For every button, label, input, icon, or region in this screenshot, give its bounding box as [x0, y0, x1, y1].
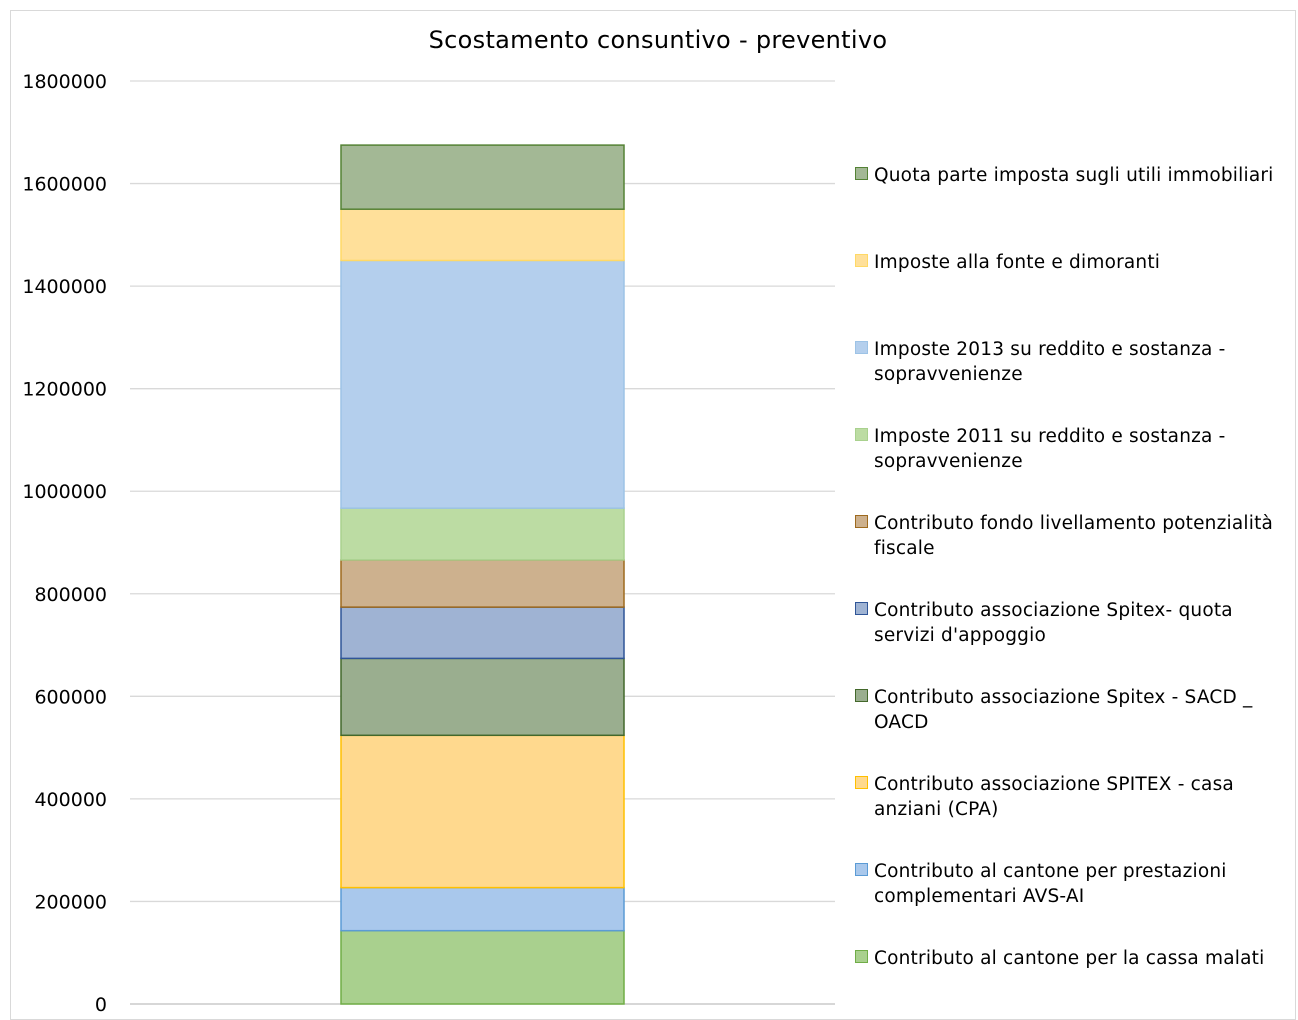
- legend-item: Contributo al cantone per la cassa malat…: [855, 946, 1294, 971]
- legend-item: Contributo al cantone per prestazioni co…: [855, 859, 1294, 909]
- stacked-bar: [340, 144, 625, 1005]
- legend-label: Contributo al cantone per la cassa malat…: [874, 948, 1265, 969]
- bar-segment: [340, 734, 625, 889]
- legend-label: Imposte 2011 su reddito e sostanza - sop…: [874, 426, 1226, 472]
- legend-swatch: [855, 950, 868, 963]
- legend-swatch: [855, 602, 868, 615]
- legend-swatch: [855, 515, 868, 528]
- legend-label: Contributo fondo livellamento potenziali…: [874, 513, 1274, 559]
- legend-label: Imposte 2013 su reddito e sostanza - sop…: [874, 339, 1226, 385]
- legend-label: Quota parte imposta sugli utili immobili…: [874, 165, 1274, 186]
- legend-label: Contributo al cantone per prestazioni co…: [874, 861, 1227, 907]
- legend-swatch: [855, 776, 868, 789]
- chart-title: Scostamento consuntivo - preventivo: [428, 26, 888, 54]
- y-tick-label: 0: [95, 994, 107, 1016]
- legend-item: Contributo associazione SPITEX - casa an…: [855, 772, 1294, 822]
- y-tick-label: 1000000: [22, 481, 107, 503]
- bar-segment: [340, 259, 625, 509]
- legend-swatch: [855, 863, 868, 876]
- legend-item: Imposte 2013 su reddito e sostanza - sop…: [855, 337, 1294, 387]
- legend-item: Imposte 2011 su reddito e sostanza - sop…: [855, 424, 1294, 474]
- legend-label: Contributo associazione SPITEX - casa an…: [874, 774, 1234, 820]
- legend-item: Contributo associazione Spitex- quota se…: [855, 598, 1294, 648]
- y-tick-label: 1800000: [22, 71, 107, 93]
- y-tick-label: 1600000: [22, 174, 107, 196]
- y-tick-label: 1200000: [22, 379, 107, 401]
- bar-segment: [340, 929, 625, 1005]
- legend-item: Contributo fondo livellamento potenziali…: [855, 511, 1294, 561]
- legend-item: Quota parte imposta sugli utili immobili…: [855, 163, 1294, 188]
- bar-segment: [340, 886, 625, 932]
- y-tick-label: 800000: [34, 584, 107, 606]
- legend-swatch: [855, 689, 868, 702]
- y-axis-ticks: 0 200000 400000 600000 800000 1000000 1200000 1…: [22, 71, 107, 1016]
- y-tick-label: 400000: [34, 789, 107, 811]
- legend-swatch: [855, 167, 868, 180]
- legend-swatch: [855, 428, 868, 441]
- bar-segment: [340, 606, 625, 660]
- y-tick-label: 1400000: [22, 276, 107, 298]
- legend-label: Imposte alla fonte e dimoranti: [874, 252, 1161, 273]
- chart-frame: [10, 10, 1296, 1020]
- legend-label: Contributo associazione Spitex- quota se…: [874, 600, 1233, 646]
- legend-item: Contributo associazione Spitex - SACD _ …: [855, 685, 1294, 735]
- y-tick-label: 600000: [34, 686, 107, 708]
- bar-segment: [340, 507, 625, 561]
- legend-label: Contributo associazione Spitex - SACD _ …: [874, 687, 1253, 733]
- bar-segment: [340, 657, 625, 737]
- bar-segment: [340, 144, 625, 210]
- legend-swatch: [855, 341, 868, 354]
- legend-item: Imposte alla fonte e dimoranti: [855, 250, 1294, 275]
- legend-swatch: [855, 254, 868, 267]
- y-tick-label: 200000: [34, 891, 107, 913]
- bar-segment: [340, 559, 625, 608]
- bar-segment: [340, 208, 625, 262]
